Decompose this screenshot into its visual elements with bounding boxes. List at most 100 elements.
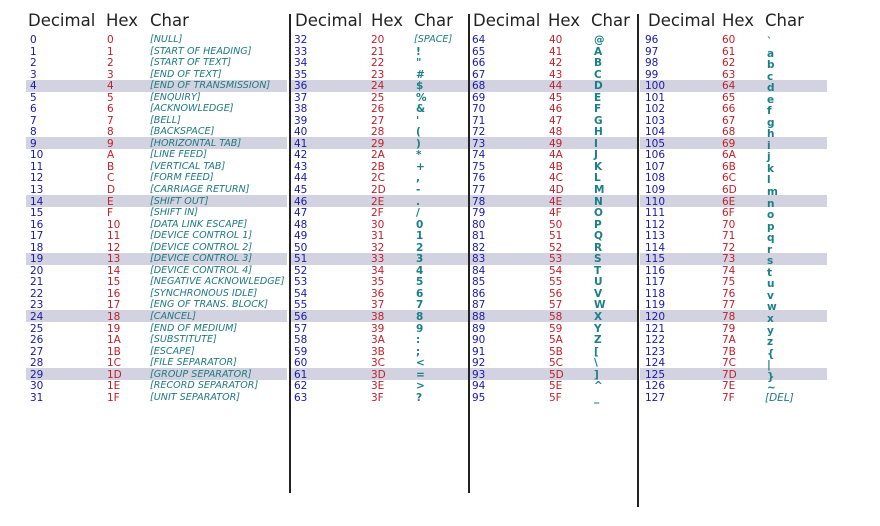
decimal-cell: 77 [472,184,486,197]
char-cell: [NULL] [150,34,183,45]
decimal-cell: 9 [30,137,37,150]
decimal-cell: 10 [30,149,44,162]
char-cell: F [594,103,602,116]
hex-cell: 4D [549,184,564,197]
hex-cell: 7C [722,357,737,370]
char-cell: [SPACE] [414,34,453,45]
char-cell: ) [416,137,421,150]
hex-cell: 46 [549,103,563,116]
hex-cell: 39 [371,322,385,335]
hex-cell: 44 [549,80,563,93]
decimal-cell: 16 [30,218,44,231]
hex-cell: 30 [371,218,385,231]
decimal-cell: 102 [645,103,666,116]
header-char: Char [591,11,630,30]
decimal-cell: 37 [294,91,308,104]
header-decimal: Decimal [648,11,716,30]
char-cell: 6 [416,287,424,300]
char-cell: [END OF TEXT] [150,68,222,80]
char-cell: s [767,255,774,268]
hex-cell: 24 [371,80,385,93]
char-cell: G [594,114,603,127]
hex-cell: 36 [371,287,385,300]
row-band [289,195,468,208]
hex-cell: 5B [549,345,563,358]
char-cell: c [767,70,774,83]
decimal-cell: 116 [645,264,666,277]
char-cell: t [767,266,773,279]
char-cell: v [767,289,774,302]
row-band [26,252,287,265]
char-cell: 9 [416,322,424,335]
decimal-cell: 46 [294,195,308,208]
hex-cell: 57 [549,299,563,312]
decimal-cell: 25 [30,322,44,335]
hex-cell: 18 [107,310,121,323]
hex-cell: 2A [371,149,385,162]
hex-cell: 35 [371,276,385,289]
hex-cell: 7 [107,114,114,127]
decimal-cell: 101 [645,91,666,104]
header-decimal: Decimal [295,11,363,30]
row-band [640,79,827,92]
decimal-cell: 33 [294,45,308,58]
row-band [289,252,468,265]
row-band [26,79,287,92]
decimal-cell: 62 [294,380,308,393]
decimal-cell: 5 [30,91,37,104]
decimal-cell: 83 [472,253,486,266]
row-band [26,137,287,150]
char-cell: \ [594,357,598,370]
decimal-cell: 65 [472,45,486,58]
hex-cell: 47 [549,114,563,127]
char-cell: ` [767,36,773,48]
column-divider [468,14,470,493]
char-cell: [SUBSTITUTE] [150,334,217,346]
hex-cell: 3F [371,391,384,404]
char-cell: 2 [416,241,424,254]
decimal-cell: 34 [294,57,308,70]
decimal-cell: 7 [30,114,37,127]
row-band [469,195,637,208]
decimal-cell: 125 [645,368,666,381]
decimal-cell: 95 [472,391,486,404]
hex-cell: 70 [722,218,736,231]
hex-cell: 59 [549,322,563,335]
char-cell: m [767,186,778,199]
hex-cell: 6 [107,103,114,116]
decimal-cell: 67 [472,68,486,81]
char-cell: [END OF MEDIUM] [150,322,238,334]
char-cell: [FILE SEPARATOR] [150,357,237,369]
hex-cell: 6A [722,149,736,162]
char-cell: u [767,278,775,291]
char-cell: [DEVICE CONTROL 2] [150,241,253,253]
hex-cell: 3E [371,380,385,393]
char-cell: [START OF TEXT] [150,57,232,69]
char-cell: K [594,160,603,173]
hex-cell: 50 [549,218,563,231]
decimal-cell: 41 [294,137,308,150]
row-band [26,195,287,208]
char-cell: N [594,195,603,208]
char-cell: x [767,312,774,325]
char-cell: [DEL] [765,391,794,404]
row-band [469,310,637,323]
hex-cell: 4 [107,80,114,93]
decimal-cell: 49 [294,230,308,243]
hex-cell: 13 [107,253,121,266]
hex-cell: 1B [107,345,121,358]
hex-cell: 40 [549,34,563,46]
hex-cell: 54 [549,264,563,277]
hex-cell: 58 [549,310,563,323]
row-band [289,137,468,150]
hex-cell: 6D [722,184,737,197]
decimal-cell: 90 [472,334,486,347]
char-cell: b [767,59,775,72]
decimal-cell: 100 [645,80,666,93]
hex-cell: 26 [371,103,385,116]
char-cell: [NEGATIVE ACKNOWLEDGE] [150,276,285,288]
char-cell: : [416,334,421,347]
hex-cell: 56 [549,287,563,300]
hex-cell: 23 [371,68,385,81]
char-cell: d [767,82,775,95]
